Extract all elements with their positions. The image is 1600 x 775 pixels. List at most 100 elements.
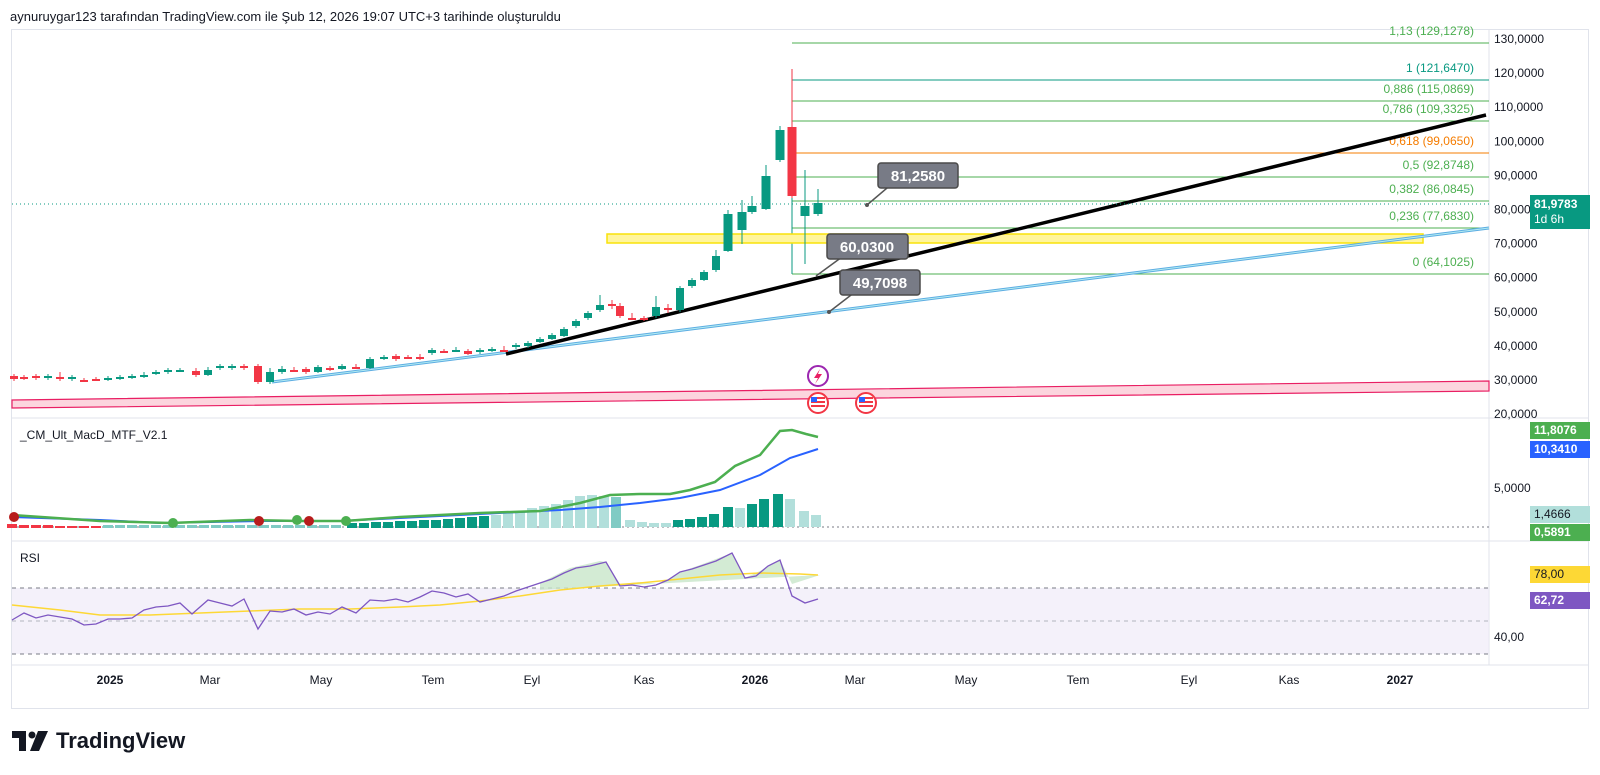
price-axis-label: 120,0000 <box>1494 66 1544 80</box>
time-axis-label: 2026 <box>742 673 769 687</box>
macd-title[interactable]: _CM_Ult_MacD_MTF_V2.1 <box>20 428 168 442</box>
candle-down <box>80 378 88 382</box>
price-axis-label: 20,0000 <box>1494 407 1538 421</box>
macd-histogram-bar <box>383 522 393 528</box>
price-axis-label: 60,0000 <box>1494 271 1538 285</box>
macd-histogram-bar <box>649 523 659 527</box>
black-trendline[interactable] <box>505 113 1487 356</box>
macd-histogram-bar <box>503 513 513 528</box>
candle-down <box>616 303 624 318</box>
macd-histogram-bar <box>491 515 501 528</box>
macd-histogram-bar <box>539 506 549 528</box>
time-axis-label: Kas <box>1279 673 1300 687</box>
candle-up <box>524 341 532 348</box>
macd-histogram-bar <box>55 526 65 528</box>
candle-down <box>92 377 100 381</box>
time-axis-label: Tem <box>1067 673 1090 687</box>
macd-histogram-bar <box>187 525 197 528</box>
candle-down <box>608 300 616 309</box>
macd-histogram-bar <box>223 525 233 528</box>
macd-histogram-bar <box>79 526 89 528</box>
macd-histogram-bar <box>419 520 429 528</box>
fib-level-label: 0,786 (109,3325) <box>1383 102 1474 116</box>
us-flag-event-icon[interactable] <box>855 392 877 414</box>
candle-up <box>428 348 436 355</box>
time-axis-label: Eyl <box>524 673 541 687</box>
tradingview-logo[interactable]: TradingView <box>12 728 185 754</box>
macd-histogram-bar <box>115 525 125 528</box>
candle-down <box>20 375 28 380</box>
fib-retracement[interactable]: 1,13 (129,1278) 1 (121,6470) 0,886 (115,08… <box>791 24 1489 275</box>
candle-down <box>500 346 508 352</box>
macd-histogram-bar <box>139 525 149 528</box>
fib-level-label: 0,886 (115,0869) <box>1383 82 1474 96</box>
macd-cross-dot <box>168 518 178 528</box>
macd-histogram-bar <box>91 526 101 528</box>
callout-81[interactable]: 81,2580 <box>865 162 959 207</box>
histogram-alt-tag: 0,5891 <box>1530 524 1590 541</box>
tradingview-logo-icon <box>12 731 48 751</box>
candle-up <box>800 170 810 264</box>
fib-level-label: 1,13 (129,1278) <box>1389 24 1474 38</box>
macd-histogram-bar <box>247 525 257 528</box>
price-axis-label: 50,0000 <box>1494 305 1538 319</box>
macd-histogram-bar <box>587 495 597 528</box>
candle-down <box>32 374 40 380</box>
macd-indicator[interactable] <box>7 428 1489 528</box>
price-axis-label: 80,0000 <box>1494 203 1538 217</box>
rsi-value-tag: 62,72 <box>1530 592 1590 609</box>
macd-histogram-bar <box>163 525 173 528</box>
candle-down <box>192 368 200 377</box>
time-axis-label: Mar <box>845 673 866 687</box>
time-axis-label: May <box>955 673 978 687</box>
macd-histogram-bar <box>527 508 537 528</box>
candle-down <box>392 354 400 361</box>
candlestick-series[interactable] <box>10 69 823 384</box>
candle-up <box>652 296 660 318</box>
callout-49[interactable]: 49,7098 <box>827 269 921 314</box>
candle-up <box>380 355 388 360</box>
macd-histogram-bar <box>19 525 29 528</box>
current-price-tag: 81,9783 1d 6h <box>1530 195 1590 229</box>
time-axis[interactable]: 2025 Mar May Tem Eyl Kas 2026 Mar May Tem Eyl Kas 20… <box>97 673 1414 687</box>
macd-histogram-bar <box>235 525 245 528</box>
candle-up <box>164 368 172 374</box>
macd-histogram-bar <box>347 523 357 528</box>
pink-support-channel[interactable] <box>11 380 1490 409</box>
yellow-support-zone[interactable] <box>606 233 1424 244</box>
macd-histogram-bar <box>7 524 17 528</box>
callout-60[interactable]: 60,0300 <box>815 233 909 277</box>
rsi-indicator[interactable] <box>11 552 1489 655</box>
macd-histogram-bar <box>551 504 561 528</box>
macd-histogram-bar <box>697 517 707 527</box>
price-axis[interactable]: 130,0000 120,0000 110,0000 100,0000 90,0000 8… <box>1494 32 1544 644</box>
macd-histogram-bar <box>283 525 293 528</box>
macd-histogram-bar <box>599 496 609 528</box>
macd-histogram-bar <box>759 499 769 527</box>
candle-up <box>278 366 286 374</box>
rsi-title[interactable]: RSI <box>20 551 41 565</box>
macd-line <box>11 428 819 525</box>
candle-up <box>747 196 757 214</box>
price-axis-label: 70,0000 <box>1494 237 1538 251</box>
macd-histogram-bar <box>431 520 441 528</box>
price-axis-label: 90,0000 <box>1494 168 1538 182</box>
lightning-event-icon[interactable] <box>807 365 829 387</box>
macd-histogram-bar <box>563 500 573 528</box>
candle-down <box>254 364 262 384</box>
us-flag-event-icon[interactable] <box>807 392 829 414</box>
candle-up <box>266 368 274 384</box>
macd-histogram-bar <box>127 525 137 528</box>
candle-up <box>44 374 52 380</box>
chart-frame <box>11 29 1589 709</box>
candle-down <box>628 313 636 320</box>
candle-up <box>488 347 496 352</box>
candle-up <box>152 370 160 375</box>
price-axis-label: 40,0000 <box>1494 339 1538 353</box>
candle-up <box>688 278 696 288</box>
candle-up <box>216 364 224 370</box>
candle-up <box>512 343 520 349</box>
macd-cross-dot <box>254 516 264 526</box>
candle-up <box>140 372 148 378</box>
